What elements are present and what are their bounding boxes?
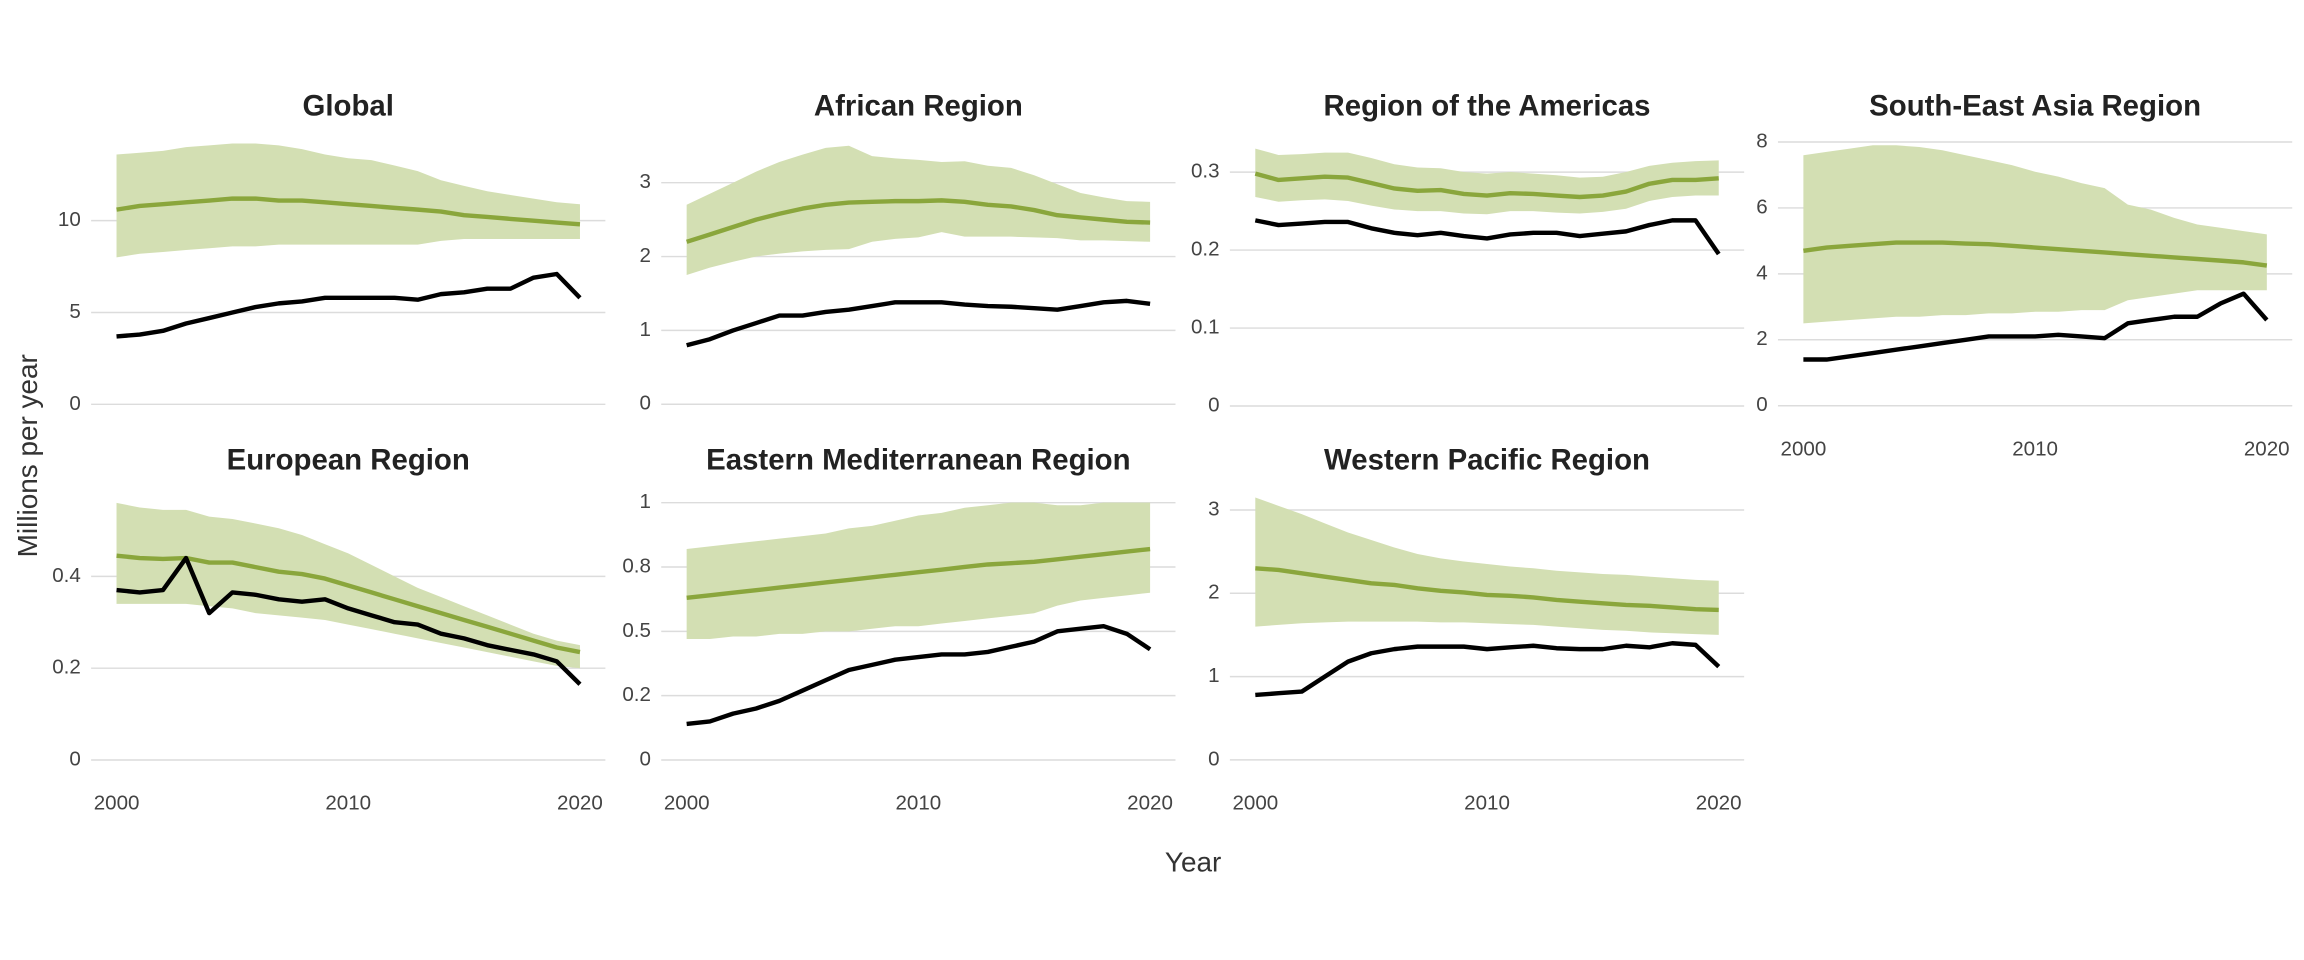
series-line bbox=[1254, 218, 1721, 256]
y-tick-label: 1 bbox=[640, 318, 651, 341]
y-axis-title: Millions per year bbox=[12, 354, 43, 557]
y-tick-label: 2 bbox=[1756, 327, 1767, 350]
y-tick-label: 1 bbox=[640, 490, 651, 513]
y-tick-label: 0 bbox=[640, 747, 651, 770]
series-line bbox=[116, 271, 582, 339]
y-tick-label: 8 bbox=[1756, 129, 1767, 152]
series-line bbox=[685, 198, 1151, 244]
y-tick-label: 10 bbox=[58, 208, 81, 231]
y-tick-label: 0.5 bbox=[622, 619, 651, 642]
x-tick-label: 2000 bbox=[1232, 791, 1278, 814]
panel-title: Western Pacific Region bbox=[1324, 443, 1650, 476]
y-tick-label: 0.3 bbox=[1191, 160, 1220, 183]
y-tick-label: 4 bbox=[1756, 261, 1767, 284]
y-tick-label: 5 bbox=[69, 300, 80, 323]
series-line bbox=[116, 553, 581, 655]
series-line bbox=[1254, 171, 1719, 200]
x-tick-label: 2020 bbox=[2244, 437, 2290, 460]
panel-title: South-East Asia Region bbox=[1869, 89, 2201, 122]
x-tick-label: 2010 bbox=[895, 791, 941, 814]
y-tick-label: 0.8 bbox=[622, 554, 651, 577]
series-line bbox=[1803, 240, 2268, 268]
y-tick-label: 6 bbox=[1756, 195, 1767, 218]
y-tick-label: 0.4 bbox=[52, 564, 81, 587]
y-tick-label: 0 bbox=[640, 392, 651, 415]
panel-title: African Region bbox=[814, 89, 1023, 122]
y-tick-label: 0 bbox=[69, 747, 80, 770]
panel-title: European Region bbox=[227, 443, 470, 476]
y-tick-label: 0.2 bbox=[52, 656, 81, 679]
y-tick-label: 0.2 bbox=[622, 683, 651, 706]
uncertainty-band bbox=[1803, 145, 2267, 324]
series-line bbox=[686, 298, 1151, 348]
y-tick-label: 0.2 bbox=[1191, 238, 1220, 261]
y-tick-label: 0 bbox=[1208, 393, 1219, 416]
y-tick-label: 2 bbox=[640, 244, 651, 267]
panel-title: Global bbox=[303, 89, 394, 122]
x-tick-label: 2010 bbox=[1464, 791, 1510, 814]
y-tick-label: 0.1 bbox=[1191, 315, 1220, 338]
series-line bbox=[1255, 641, 1721, 698]
y-tick-label: 2 bbox=[1208, 581, 1219, 604]
y-tick-label: 3 bbox=[1208, 497, 1219, 520]
y-tick-label: 0 bbox=[1756, 393, 1767, 416]
panel-title: Region of the Americas bbox=[1324, 89, 1651, 122]
x-tick-label: 2000 bbox=[94, 791, 140, 814]
x-tick-label: 2000 bbox=[664, 791, 710, 814]
uncertainty-band bbox=[686, 145, 1151, 276]
x-tick-label: 2020 bbox=[1696, 791, 1742, 814]
series-line bbox=[116, 555, 582, 686]
y-tick-label: 1 bbox=[1208, 664, 1219, 687]
series-line bbox=[686, 546, 1151, 601]
series-line bbox=[116, 196, 581, 227]
x-tick-label: 2010 bbox=[2012, 437, 2058, 460]
x-axis-title: Year bbox=[1165, 847, 1221, 878]
uncertainty-band bbox=[116, 143, 580, 258]
series-line bbox=[686, 624, 1152, 727]
uncertainty-band bbox=[1255, 497, 1719, 635]
x-tick-label: 2020 bbox=[557, 791, 603, 814]
x-tick-label: 2010 bbox=[325, 791, 371, 814]
panel-title: Eastern Mediterranean Region bbox=[706, 443, 1130, 476]
series-line bbox=[1255, 566, 1719, 613]
series-line bbox=[1803, 291, 2269, 362]
uncertainty-band bbox=[1255, 148, 1719, 215]
y-tick-label: 3 bbox=[640, 170, 651, 193]
x-tick-label: 2000 bbox=[1781, 437, 1827, 460]
x-tick-label: 2020 bbox=[1127, 791, 1173, 814]
y-tick-label: 0 bbox=[1208, 747, 1219, 770]
y-tick-label: 0 bbox=[69, 392, 80, 415]
